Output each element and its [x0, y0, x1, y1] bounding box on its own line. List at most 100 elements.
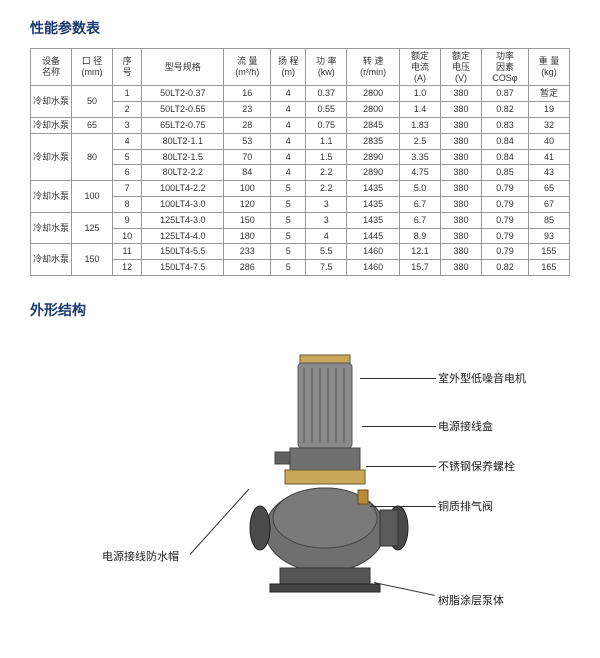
table-header-row: 设备名称 口 径(mm) 序号 型号规格 流 量(m³/h) 扬 程(m) 功 …	[31, 49, 570, 86]
cell-weight: 65	[528, 181, 569, 197]
cell-current: 6.7	[400, 196, 441, 212]
cell-weight: 165	[528, 260, 569, 276]
table-row: 冷却水泵1007100LT4-2.210052.214355.03800.796…	[31, 181, 570, 197]
cell-weight: 93	[528, 228, 569, 244]
cell-seq: 3	[113, 117, 142, 133]
cell-current: 1.83	[400, 117, 441, 133]
th-pf: 功率因素COSφ	[482, 49, 529, 86]
cell-current: 3.35	[400, 149, 441, 165]
cell-dia: 50	[72, 86, 113, 118]
cell-head: 4	[271, 102, 306, 118]
th-rpm: 转 速(r/min)	[347, 49, 400, 86]
cell-power: 0.55	[306, 102, 347, 118]
cell-current: 5.0	[400, 181, 441, 197]
cell-voltage: 380	[441, 244, 482, 260]
cell-weight: 暂定	[528, 86, 569, 102]
cell-name: 冷却水泵	[31, 181, 72, 213]
cell-rpm: 1435	[347, 212, 400, 228]
cell-model: 65LT2-0.75	[142, 117, 224, 133]
cell-flow: 120	[224, 196, 271, 212]
cell-current: 12.1	[400, 244, 441, 260]
cell-pf: 0.82	[482, 260, 529, 276]
cell-seq: 6	[113, 165, 142, 181]
th-model: 型号规格	[142, 49, 224, 86]
cell-pf: 0.79	[482, 181, 529, 197]
cell-power: 5.5	[306, 244, 347, 260]
cell-seq: 11	[113, 244, 142, 260]
cell-head: 4	[271, 117, 306, 133]
cell-power: 7.5	[306, 260, 347, 276]
cell-power: 4	[306, 228, 347, 244]
cell-rpm: 2835	[347, 133, 400, 149]
cell-weight: 43	[528, 165, 569, 181]
cell-name: 冷却水泵	[31, 117, 72, 133]
cell-name: 冷却水泵	[31, 86, 72, 118]
cell-pf: 0.84	[482, 133, 529, 149]
cell-current: 1.0	[400, 86, 441, 102]
cell-flow: 84	[224, 165, 271, 181]
cell-name: 冷却水泵	[31, 212, 72, 244]
cell-voltage: 380	[441, 228, 482, 244]
cell-weight: 19	[528, 102, 569, 118]
cell-seq: 5	[113, 149, 142, 165]
pump-diagram: 室外型低噪音电机 电源接线盒 不锈钢保养螺栓 铜质排气阀 树脂涂层泵体 电源接线…	[30, 330, 570, 630]
table-row: 冷却水泵15011150LT4-5.523355.5146012.13800.7…	[31, 244, 570, 260]
cell-rpm: 2890	[347, 165, 400, 181]
cell-rpm: 1435	[347, 181, 400, 197]
cell-pf: 0.84	[482, 149, 529, 165]
cell-voltage: 380	[441, 117, 482, 133]
cell-dia: 150	[72, 244, 113, 276]
cell-model: 150LT4-5.5	[142, 244, 224, 260]
cell-name: 冷却水泵	[31, 133, 72, 180]
cell-model: 100LT4-3.0	[142, 196, 224, 212]
cell-dia: 80	[72, 133, 113, 180]
cell-flow: 53	[224, 133, 271, 149]
cell-pf: 0.79	[482, 244, 529, 260]
cell-head: 5	[271, 260, 306, 276]
cell-head: 4	[271, 133, 306, 149]
cell-pf: 0.85	[482, 165, 529, 181]
cell-head: 5	[271, 181, 306, 197]
th-weight: 重 量(kg)	[528, 49, 569, 86]
th-seq: 序号	[113, 49, 142, 86]
cell-power: 3	[306, 196, 347, 212]
cell-power: 0.37	[306, 86, 347, 102]
cell-current: 1.4	[400, 102, 441, 118]
cell-rpm: 2890	[347, 149, 400, 165]
cell-voltage: 380	[441, 181, 482, 197]
cell-power: 2.2	[306, 165, 347, 181]
cell-flow: 150	[224, 212, 271, 228]
cell-current: 2.5	[400, 133, 441, 149]
cell-voltage: 380	[441, 196, 482, 212]
table-row: 冷却水泵1259125LT4-3.01505314356.73800.7985	[31, 212, 570, 228]
cell-head: 5	[271, 228, 306, 244]
cell-flow: 233	[224, 244, 271, 260]
cell-pf: 0.79	[482, 212, 529, 228]
label-body: 树脂涂层泵体	[438, 592, 504, 608]
cell-power: 1.1	[306, 133, 347, 149]
cell-model: 80LT2-1.5	[142, 149, 224, 165]
cell-seq: 10	[113, 228, 142, 244]
th-current: 额定电流(A)	[400, 49, 441, 86]
cell-name: 冷却水泵	[31, 244, 72, 276]
cell-rpm: 2800	[347, 86, 400, 102]
cell-dia: 100	[72, 181, 113, 213]
cell-flow: 28	[224, 117, 271, 133]
cell-seq: 2	[113, 102, 142, 118]
cell-flow: 100	[224, 181, 271, 197]
cell-current: 6.7	[400, 212, 441, 228]
cell-seq: 4	[113, 133, 142, 149]
cell-pf: 0.79	[482, 196, 529, 212]
cell-current: 8.9	[400, 228, 441, 244]
th-dia: 口 径(mm)	[72, 49, 113, 86]
th-flow: 流 量(m³/h)	[224, 49, 271, 86]
cell-model: 80LT2-1.1	[142, 133, 224, 149]
cell-head: 4	[271, 149, 306, 165]
cell-seq: 7	[113, 181, 142, 197]
cell-head: 5	[271, 196, 306, 212]
label-motor: 室外型低噪音电机	[438, 370, 526, 386]
cell-model: 125LT4-4.0	[142, 228, 224, 244]
label-bolt: 不锈钢保养螺栓	[438, 458, 515, 474]
table-row: 冷却水泵80480LT2-1.15341.128352.53800.8440	[31, 133, 570, 149]
spec-table: 设备名称 口 径(mm) 序号 型号规格 流 量(m³/h) 扬 程(m) 功 …	[30, 48, 570, 276]
